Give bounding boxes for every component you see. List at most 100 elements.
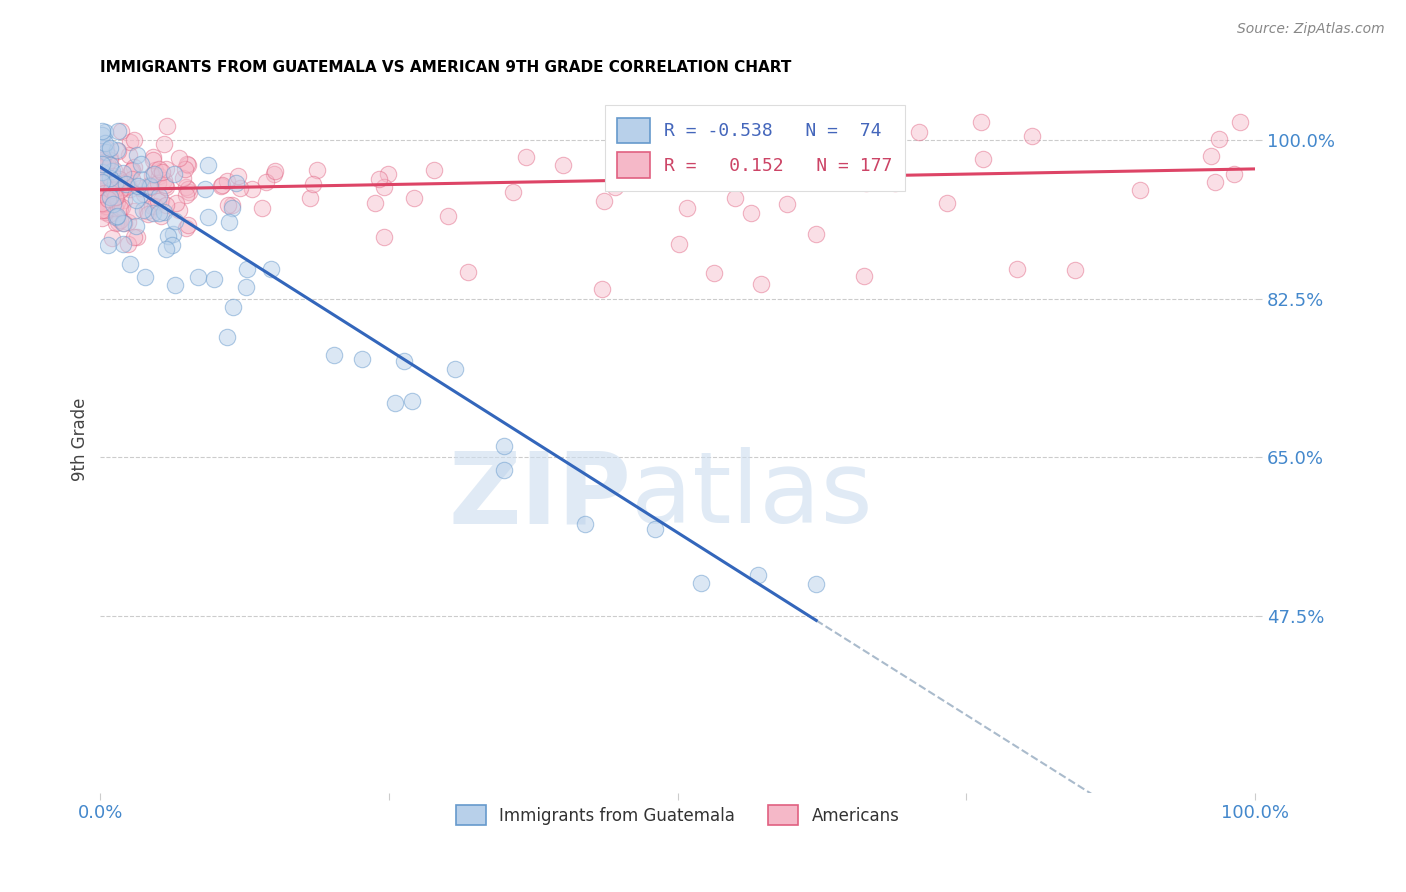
Point (114, 194, 136, 208)
Point (121, 163, 143, 178)
Point (218, 215, 240, 229)
Point (176, 179, 198, 194)
Point (197, 211, 219, 225)
Text: ZIP: ZIP (449, 447, 631, 544)
Point (91, 186, 114, 201)
Point (105, 195, 128, 210)
Point (93, 186, 115, 200)
Point (104, 190, 127, 204)
Point (141, 199, 163, 213)
Point (91, 154, 114, 169)
Point (226, 169, 249, 183)
Point (96, 141, 118, 155)
Point (90, 161, 112, 176)
Point (1021, 128, 1043, 143)
Point (100, 190, 122, 204)
Point (97, 192, 120, 206)
Point (146, 194, 169, 208)
Point (124, 219, 146, 233)
Point (97, 237, 120, 252)
Point (142, 167, 165, 181)
Point (515, 150, 537, 164)
Point (107, 124, 129, 138)
Point (666, 175, 689, 189)
Point (146, 176, 169, 190)
Point (392, 353, 415, 368)
Point (117, 237, 139, 252)
Point (616, 165, 638, 179)
Point (254, 175, 277, 189)
Point (135, 203, 157, 218)
Point (907, 125, 929, 139)
Point (821, 152, 844, 166)
Point (177, 182, 200, 196)
Point (91, 145, 114, 160)
Point (105, 143, 128, 157)
Point (90, 176, 112, 190)
Point (148, 189, 170, 203)
Point (172, 171, 194, 186)
Point (90, 195, 112, 210)
Point (668, 236, 690, 251)
Point (769, 163, 792, 178)
Point (1005, 262, 1028, 277)
Point (176, 218, 198, 232)
Point (141, 168, 163, 182)
Point (155, 161, 177, 176)
Point (194, 182, 217, 196)
Point (96, 156, 118, 170)
Point (436, 209, 458, 223)
Point (129, 171, 152, 186)
Point (94, 199, 117, 213)
Point (98, 207, 121, 221)
Point (935, 195, 957, 210)
Point (155, 180, 177, 194)
Point (90, 184, 112, 198)
Point (100, 183, 122, 197)
Point (125, 193, 148, 207)
Point (117, 180, 139, 194)
Point (91, 171, 114, 186)
Point (138, 178, 160, 193)
Point (90, 203, 112, 218)
Point (373, 230, 395, 244)
Point (108, 201, 131, 215)
Point (703, 266, 725, 280)
Point (100, 174, 122, 188)
Point (107, 174, 129, 188)
Point (98, 158, 121, 172)
Point (100, 164, 122, 178)
Point (1229, 114, 1251, 128)
Text: IMMIGRANTS FROM GUATEMALA VS AMERICAN 9TH GRADE CORRELATION CHART: IMMIGRANTS FROM GUATEMALA VS AMERICAN 9T… (100, 60, 792, 75)
Point (236, 262, 259, 277)
Point (97, 184, 120, 198)
Point (128, 181, 150, 195)
Point (142, 153, 165, 167)
Point (127, 230, 149, 244)
Point (108, 183, 131, 197)
Point (551, 158, 574, 172)
Point (134, 187, 156, 202)
Point (127, 179, 149, 194)
Point (112, 216, 135, 230)
Point (90, 187, 112, 202)
Point (100, 230, 122, 244)
Point (884, 176, 907, 190)
Point (225, 177, 247, 191)
Point (155, 198, 177, 212)
Point (122, 133, 145, 147)
Point (621, 166, 644, 180)
Point (211, 178, 233, 192)
Point (103, 162, 125, 177)
Point (101, 175, 124, 189)
Point (118, 135, 141, 149)
Point (129, 188, 152, 202)
Point (162, 227, 184, 241)
Point (94, 200, 117, 214)
Point (105, 190, 128, 204)
Point (1204, 175, 1226, 189)
Point (165, 195, 187, 210)
Point (96, 189, 118, 203)
Point (651, 170, 673, 185)
Point (112, 216, 135, 230)
